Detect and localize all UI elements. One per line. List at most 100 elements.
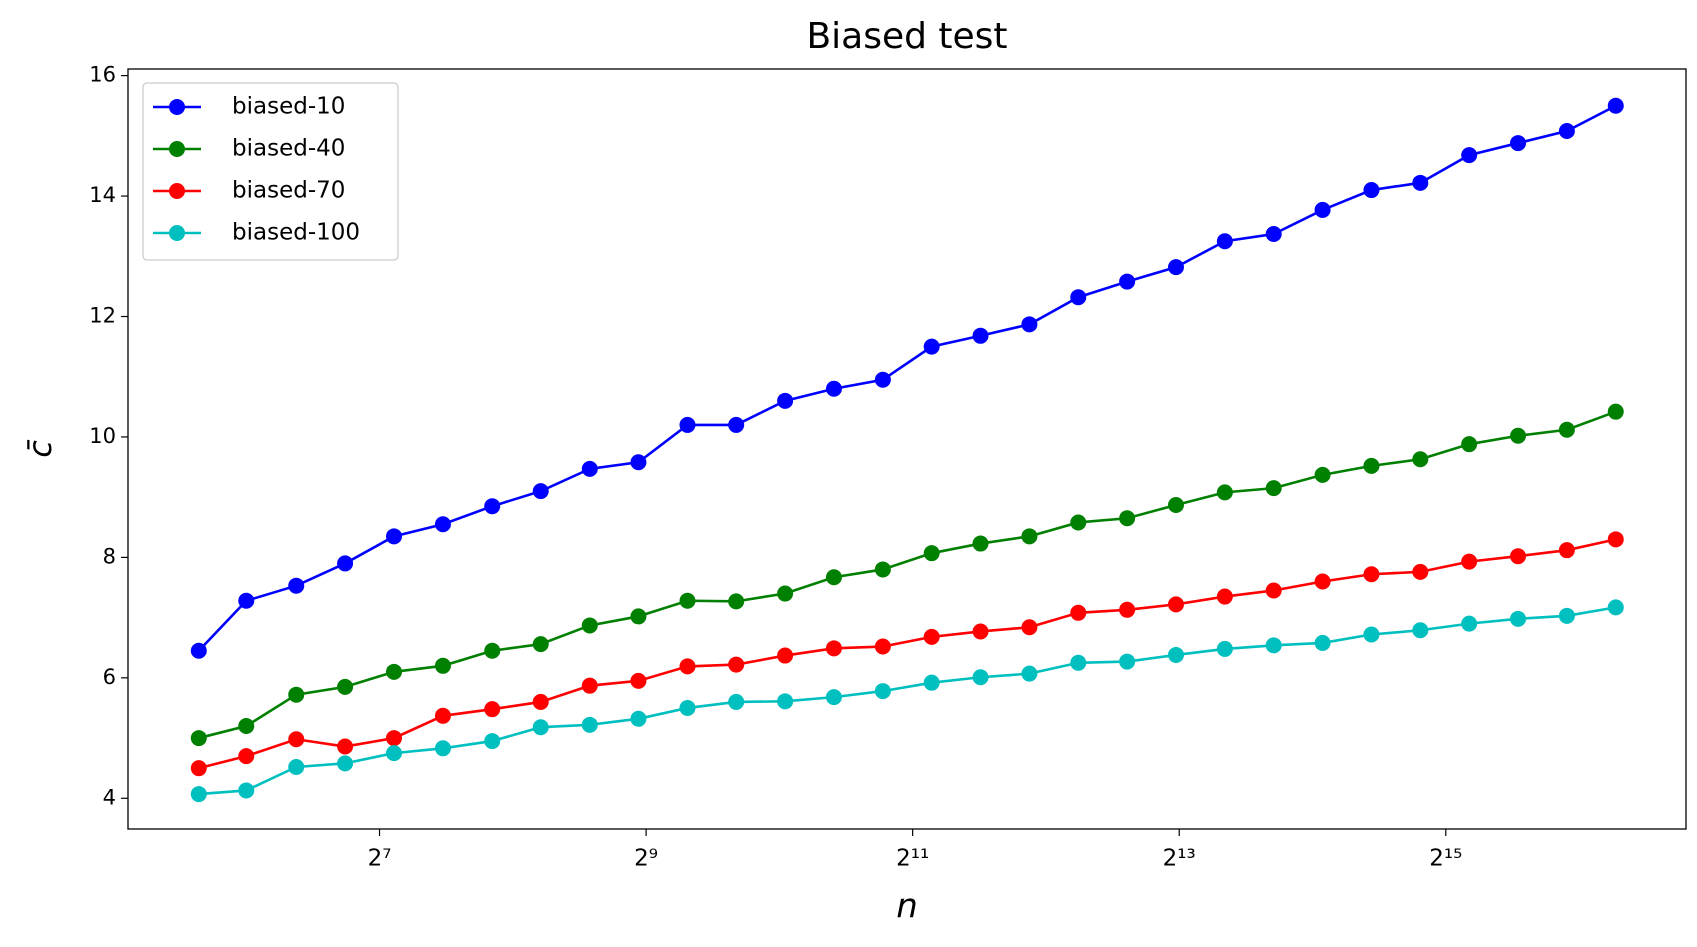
series-marker [484, 701, 501, 718]
series-marker [1070, 514, 1087, 531]
series-marker [1363, 457, 1380, 474]
series-marker [1070, 654, 1087, 671]
series-marker [972, 327, 989, 344]
series-marker [1461, 553, 1478, 570]
series-marker [1412, 563, 1429, 580]
series-marker [1363, 626, 1380, 643]
series-marker [972, 623, 989, 640]
series-marker [728, 656, 745, 673]
series-marker [1461, 147, 1478, 164]
series-marker [1412, 174, 1429, 191]
series-marker [190, 730, 207, 747]
series-marker [337, 678, 354, 695]
series-marker [1070, 604, 1087, 621]
series-marker [337, 755, 354, 772]
series-marker [386, 528, 403, 545]
series-marker [288, 577, 305, 594]
series-marker [679, 416, 696, 433]
series-marker [923, 338, 940, 355]
series-marker [288, 686, 305, 703]
series-marker [728, 693, 745, 710]
series-marker [1461, 436, 1478, 453]
series-marker [679, 592, 696, 609]
series-marker [777, 585, 794, 602]
y-axis-label: c̄ [21, 439, 59, 458]
series-marker [1265, 637, 1282, 654]
series-marker [581, 677, 598, 694]
x-tick-label: 2⁷ [368, 846, 392, 872]
series-marker [1510, 427, 1527, 444]
series-marker [1119, 510, 1136, 527]
series-marker [679, 658, 696, 675]
x-tick-label: 2¹¹ [896, 846, 929, 872]
series-marker [874, 561, 891, 578]
series-marker [1119, 601, 1136, 618]
series-marker [728, 593, 745, 610]
y-tick-label: 8 [103, 544, 116, 568]
series-marker [386, 745, 403, 762]
series-marker [1216, 640, 1233, 657]
series-marker [1607, 97, 1624, 114]
series-marker [238, 782, 255, 799]
y-tick-label: 16 [89, 63, 116, 87]
series-marker [1070, 289, 1087, 306]
series-marker [630, 454, 647, 471]
series-marker [1167, 646, 1184, 663]
y-tick-label: 4 [103, 785, 116, 809]
series-marker [190, 760, 207, 777]
legend-marker [169, 141, 185, 157]
series-marker [238, 718, 255, 735]
series-line [198, 538, 1617, 770]
series-marker [874, 371, 891, 388]
series-marker [1265, 226, 1282, 243]
legend-box [142, 82, 399, 261]
series-marker [190, 786, 207, 803]
series-marker [874, 638, 891, 655]
series-marker [1216, 484, 1233, 501]
series-marker [288, 731, 305, 748]
series-marker [972, 535, 989, 552]
series-marker [1167, 259, 1184, 276]
series-marker [1119, 653, 1136, 670]
series-line [197, 104, 1617, 652]
series-marker [1021, 619, 1038, 636]
series-marker [1412, 451, 1429, 468]
series-marker [1363, 182, 1380, 199]
chart-title: Biased test [806, 16, 1007, 57]
series-marker [1021, 528, 1038, 545]
legend-label: biased-40 [232, 136, 345, 162]
series-marker [874, 683, 891, 700]
y-tick-label: 10 [89, 424, 116, 448]
series-marker [434, 740, 451, 757]
series-marker [484, 498, 501, 515]
series-marker [238, 592, 255, 609]
series-marker [1167, 596, 1184, 613]
series-marker [1510, 548, 1527, 565]
series-marker [630, 710, 647, 727]
series-marker [1265, 480, 1282, 497]
series-marker [288, 758, 305, 775]
legend-marker [169, 183, 185, 199]
x-tick-label: 2⁹ [634, 846, 658, 872]
series-marker [1607, 599, 1624, 616]
series-marker [825, 380, 842, 397]
series-marker [630, 672, 647, 689]
series-marker [1412, 622, 1429, 639]
legend-marker [169, 225, 185, 241]
series-marker [1461, 615, 1478, 632]
x-axis-label: n [896, 887, 918, 927]
series-marker [532, 636, 549, 653]
series-marker [777, 693, 794, 710]
legend-label: biased-100 [232, 220, 360, 246]
series-marker [238, 748, 255, 765]
series-marker [1558, 542, 1575, 559]
series-line [198, 410, 1617, 740]
series-marker [728, 416, 745, 433]
series-marker [777, 392, 794, 409]
x-tick-label: 2¹⁵ [1429, 846, 1462, 872]
series-marker [581, 716, 598, 733]
series-marker [532, 719, 549, 736]
series-marker [1558, 123, 1575, 140]
series-marker [777, 647, 794, 664]
series-marker [190, 642, 207, 659]
